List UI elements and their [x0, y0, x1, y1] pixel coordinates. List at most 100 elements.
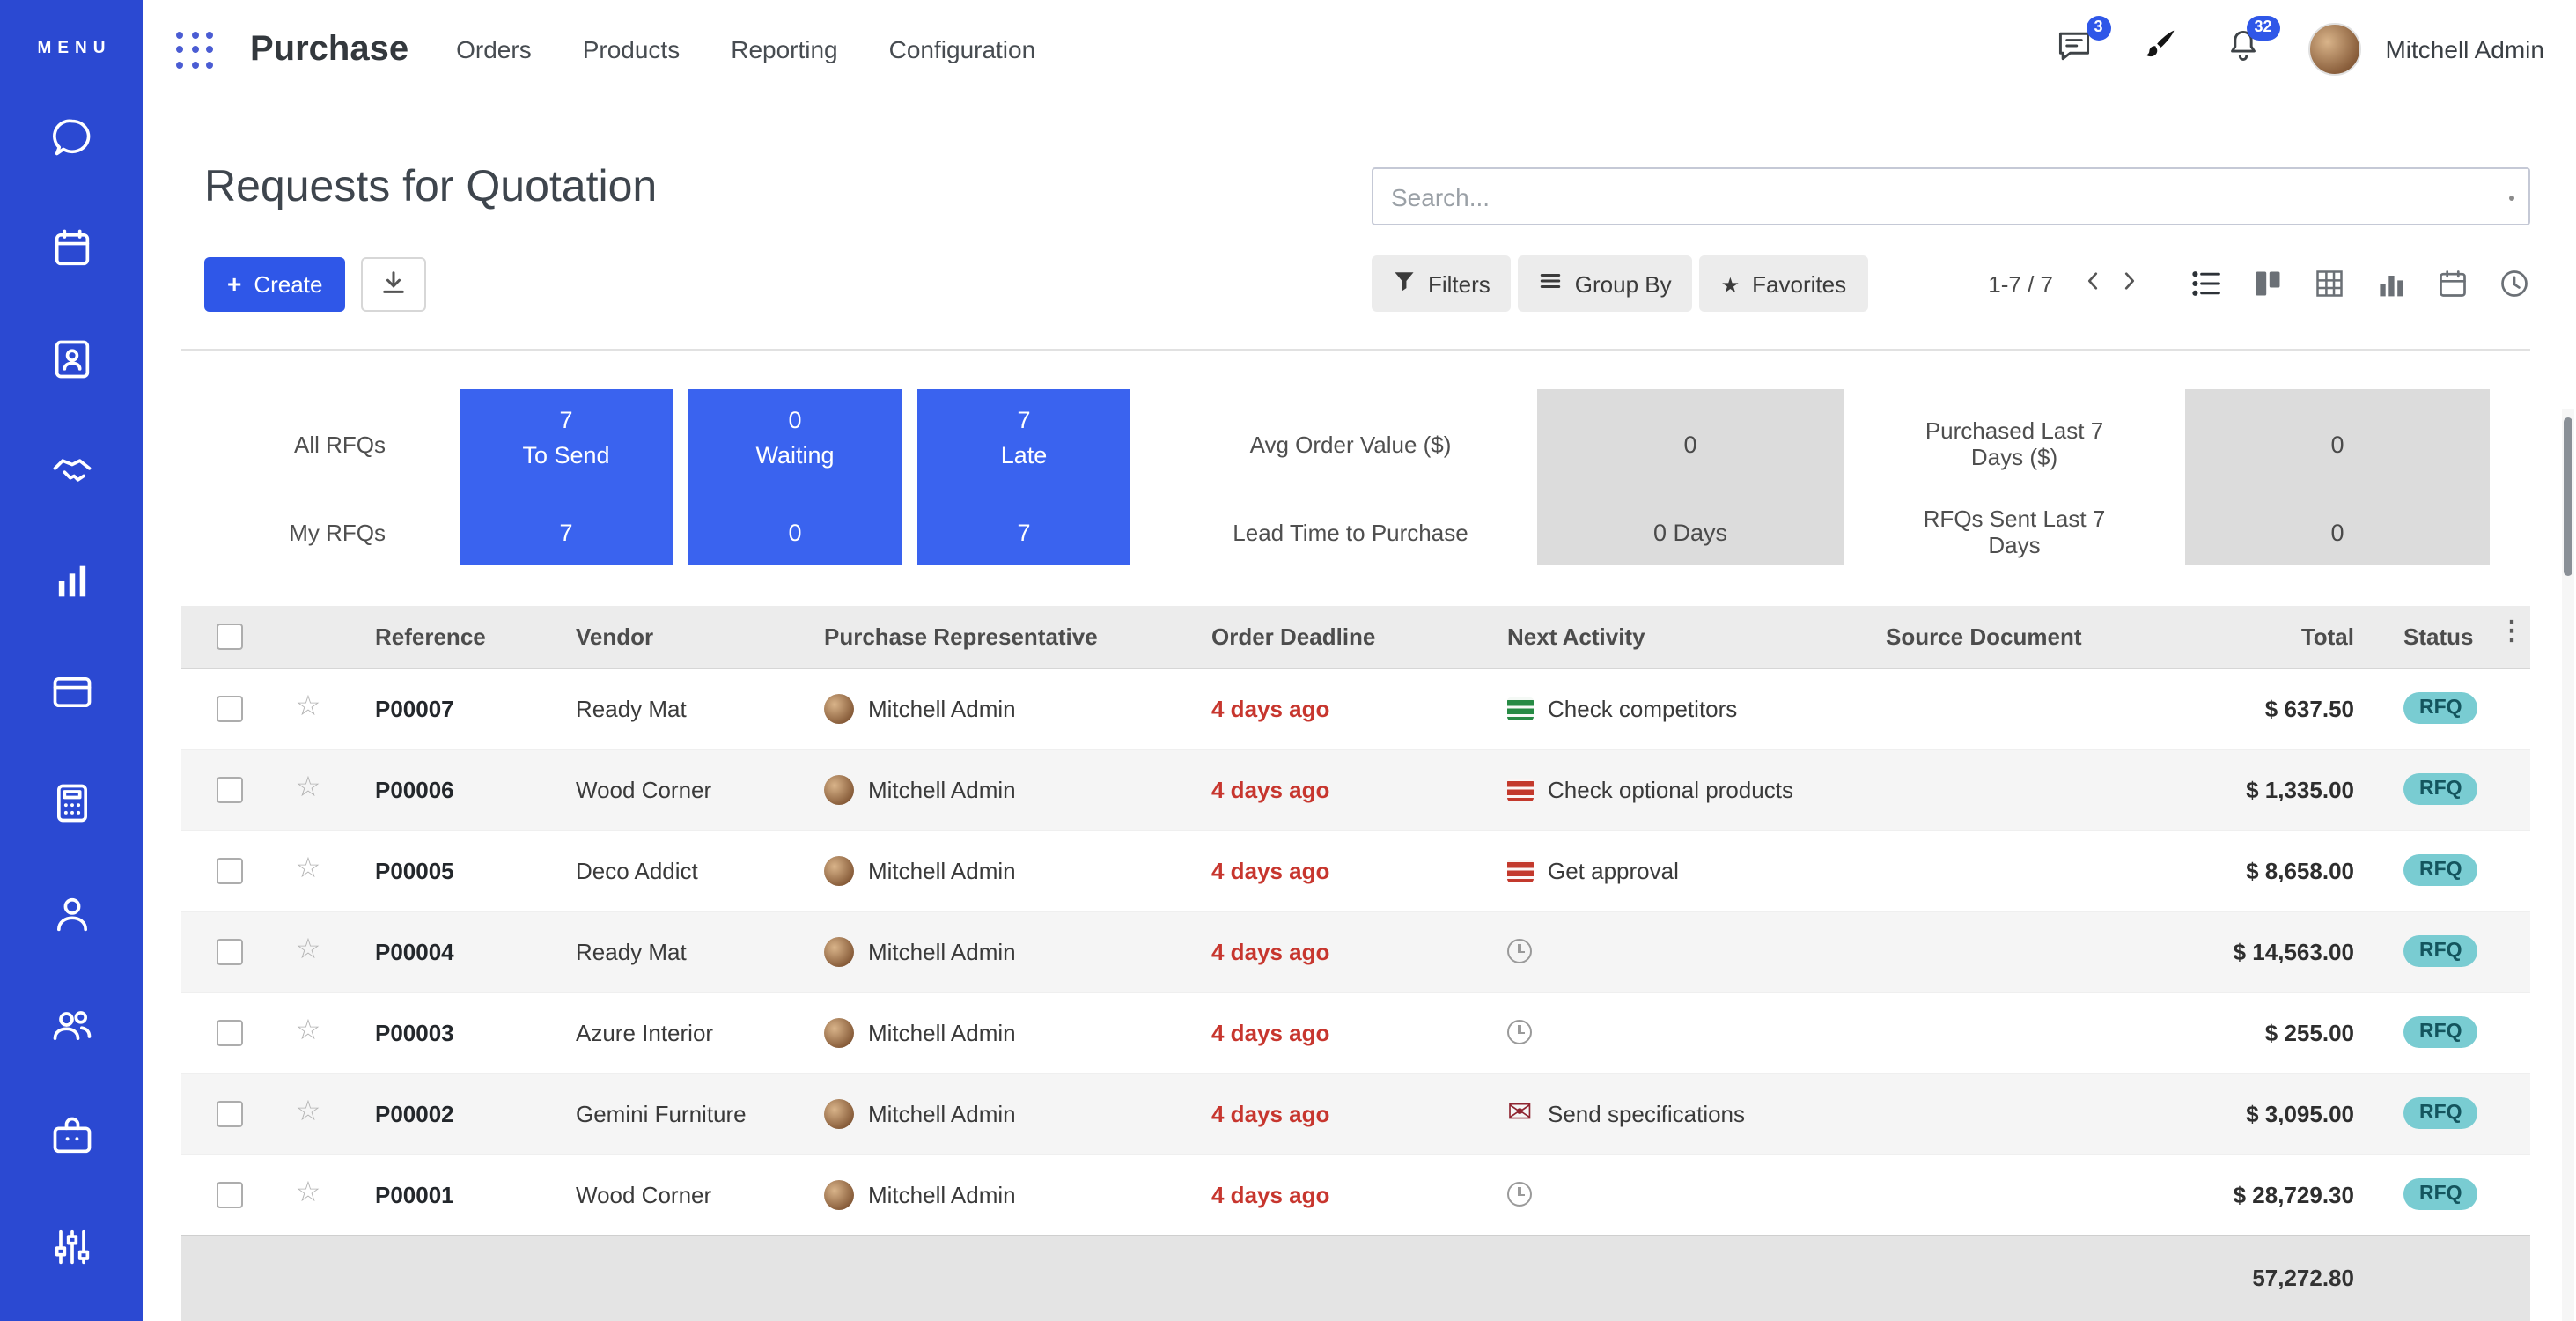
cell-next-activity[interactable]: [1472, 1153, 1851, 1235]
row-checkbox[interactable]: [216, 939, 242, 966]
sidebar-item-reporting[interactable]: [48, 562, 95, 609]
favorite-star-icon[interactable]: [296, 1016, 321, 1046]
graph-view-button[interactable]: [2375, 268, 2407, 299]
row-checkbox[interactable]: [216, 1182, 242, 1209]
tile-waiting[interactable]: 0 Waiting 0: [688, 389, 902, 565]
table-row[interactable]: P00005 Deco Addict Mitchell Admin 4 days…: [181, 829, 2530, 911]
row-checkbox[interactable]: [216, 777, 242, 804]
cell-next-activity[interactable]: Get approval: [1472, 829, 1851, 911]
activity-type-icon[interactable]: [1507, 1100, 1534, 1126]
pivot-view-button[interactable]: [2314, 268, 2345, 299]
favorite-star-icon[interactable]: [296, 1097, 321, 1127]
menu-label[interactable]: MENU: [37, 39, 112, 58]
sidebar-item-team[interactable]: [48, 1006, 95, 1053]
activity-type-icon[interactable]: [1507, 779, 1534, 801]
row-checkbox[interactable]: [216, 858, 242, 885]
sidebar-item-cards[interactable]: [48, 673, 95, 720]
col-reference[interactable]: Reference: [340, 606, 541, 668]
messages-button[interactable]: 3: [2054, 15, 2111, 73]
tile-to-send[interactable]: 7 To Send 7: [460, 389, 673, 565]
table-row[interactable]: P00002 Gemini Furniture Mitchell Admin 4…: [181, 1072, 2530, 1154]
favorites-button[interactable]: Favorites: [1699, 255, 1868, 312]
vertical-scrollbar[interactable]: [2562, 409, 2574, 1321]
cell-next-activity[interactable]: Send specifications: [1472, 1072, 1851, 1154]
sidebar-item-calculator[interactable]: [48, 784, 95, 831]
cell-reference[interactable]: P00004: [340, 910, 541, 992]
sidebar-item-settings[interactable]: [48, 1228, 95, 1275]
cell-next-activity[interactable]: [1472, 991, 1851, 1073]
to-send-my-count[interactable]: 7: [559, 519, 573, 545]
user-name[interactable]: Mitchell Admin: [2385, 35, 2544, 63]
pager-next-button[interactable]: [2111, 266, 2148, 301]
activity-type-icon[interactable]: [1507, 697, 1534, 720]
tile-late[interactable]: 7 Late 7: [917, 389, 1130, 565]
sidebar-item-purchase[interactable]: [48, 1117, 95, 1164]
table-row[interactable]: P00004 Ready Mat Mitchell Admin 4 days a…: [181, 910, 2530, 992]
favorite-star-icon[interactable]: [296, 935, 321, 965]
late-all-count[interactable]: 7: [1017, 407, 1031, 433]
select-all-checkbox[interactable]: [216, 624, 242, 651]
favorite-star-icon[interactable]: [296, 1178, 321, 1208]
col-status[interactable]: Status: [2368, 606, 2530, 668]
create-button[interactable]: Create: [204, 257, 346, 312]
favorite-star-icon[interactable]: [296, 773, 321, 803]
filters-button[interactable]: Filters: [1372, 255, 1512, 312]
cell-next-activity[interactable]: [1472, 910, 1851, 992]
menu-products[interactable]: Products: [582, 35, 681, 63]
cell-reference[interactable]: P00003: [340, 991, 541, 1073]
all-rfqs-label[interactable]: All RFQs: [294, 431, 386, 457]
cell-reference[interactable]: P00002: [340, 1072, 541, 1154]
col-representative[interactable]: Purchase Representative: [789, 606, 1176, 668]
cell-reference[interactable]: P00005: [340, 829, 541, 911]
pager-previous-button[interactable]: [2074, 266, 2111, 301]
to-send-all-count[interactable]: 7: [559, 407, 573, 433]
sidebar-item-discuss[interactable]: [48, 118, 95, 166]
activity-view-button[interactable]: [2499, 268, 2530, 299]
kanban-view-button[interactable]: [2252, 268, 2284, 299]
cell-reference[interactable]: P00001: [340, 1153, 541, 1235]
menu-orders[interactable]: Orders: [456, 35, 532, 63]
late-my-count[interactable]: 7: [1017, 519, 1031, 545]
sidebar-item-calendar[interactable]: [48, 229, 95, 277]
row-checkbox[interactable]: [216, 1101, 242, 1128]
apps-grid-icon[interactable]: [176, 31, 213, 68]
col-source-document[interactable]: Source Document: [1851, 606, 2185, 668]
cell-next-activity[interactable]: Check competitors: [1472, 668, 1851, 749]
table-row[interactable]: P00007 Ready Mat Mitchell Admin 4 days a…: [181, 668, 2530, 749]
activity-type-icon[interactable]: [1507, 860, 1534, 882]
waiting-my-count[interactable]: 0: [788, 519, 802, 545]
menu-configuration[interactable]: Configuration: [888, 35, 1036, 63]
app-name[interactable]: Purchase: [250, 29, 409, 68]
activity-type-icon[interactable]: [1507, 1020, 1532, 1044]
list-view-button[interactable]: [2190, 268, 2222, 299]
row-checkbox[interactable]: [216, 696, 242, 723]
favorite-star-icon[interactable]: [296, 854, 321, 884]
calendar-view-button[interactable]: [2437, 268, 2469, 299]
row-checkbox[interactable]: [216, 1020, 242, 1047]
sidebar-item-deals[interactable]: [48, 451, 95, 498]
table-row[interactable]: P00006 Wood Corner Mitchell Admin 4 days…: [181, 748, 2530, 830]
col-deadline[interactable]: Order Deadline: [1176, 606, 1472, 668]
activity-type-icon[interactable]: [1507, 939, 1532, 963]
optional-columns-icon[interactable]: [2499, 618, 2525, 645]
waiting-all-count[interactable]: 0: [788, 407, 802, 433]
cell-reference[interactable]: P00007: [375, 695, 454, 721]
table-row[interactable]: P00003 Azure Interior Mitchell Admin 4 d…: [181, 991, 2530, 1073]
table-row[interactable]: P00001 Wood Corner Mitchell Admin 4 days…: [181, 1153, 2530, 1235]
sidebar-item-contacts[interactable]: [48, 340, 95, 387]
activity-type-icon[interactable]: [1507, 1182, 1532, 1207]
scrollbar-thumb[interactable]: [2564, 417, 2572, 576]
search-input[interactable]: [1372, 167, 2530, 225]
cell-reference[interactable]: P00006: [340, 748, 541, 830]
cell-next-activity[interactable]: Check optional products: [1472, 748, 1851, 830]
my-rfqs-label[interactable]: My RFQs: [289, 519, 386, 545]
notifications-button[interactable]: 32: [2223, 15, 2280, 73]
col-next-activity[interactable]: Next Activity: [1472, 606, 1851, 668]
col-vendor[interactable]: Vendor: [541, 606, 789, 668]
col-total[interactable]: Total: [2185, 606, 2368, 668]
favorite-star-icon[interactable]: [296, 692, 321, 722]
brush-button[interactable]: [2138, 26, 2177, 73]
menu-reporting[interactable]: Reporting: [731, 35, 838, 63]
group-by-button[interactable]: Group By: [1518, 255, 1693, 312]
user-avatar[interactable]: [2307, 23, 2361, 76]
